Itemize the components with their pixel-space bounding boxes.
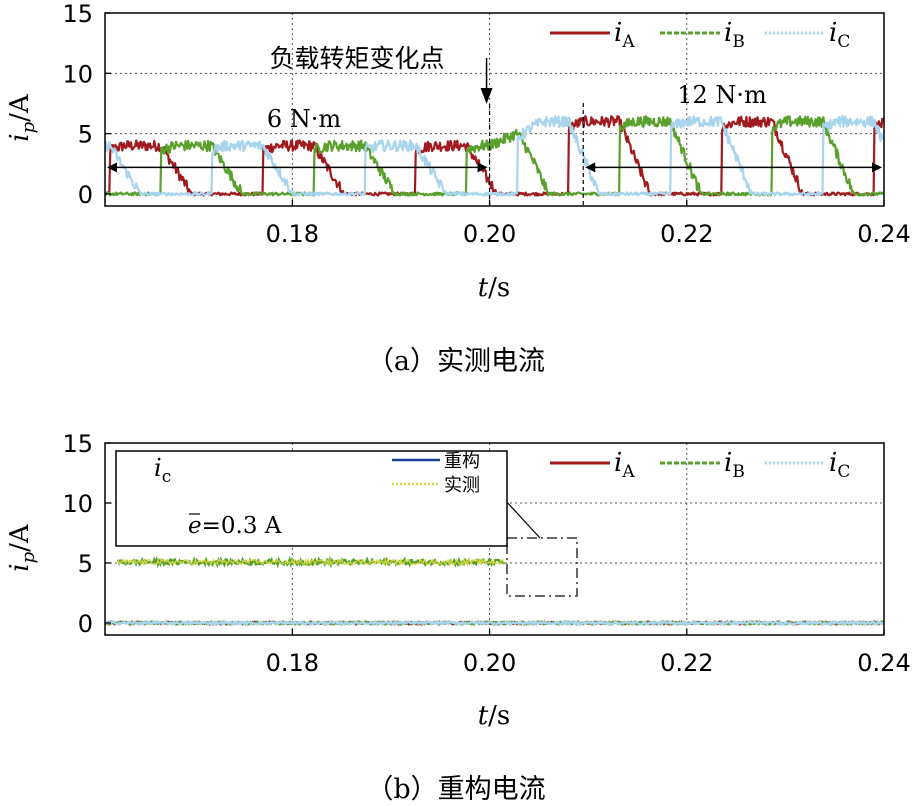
panel-b-xlabel: t/s [478, 701, 511, 731]
panel-b-ytick-label-0: 0 [78, 610, 93, 638]
panel-b-series-iC [105, 620, 884, 626]
panel-b-xtick-label-0: 0.18 [266, 649, 319, 677]
panel-b-ytick-label-2: 10 [62, 490, 93, 518]
load-change-point-label: 负载转矩变化点 [269, 44, 444, 73]
panel-a-legend-label-C: iC [829, 18, 850, 52]
inset-series [116, 555, 506, 569]
load-after-label: 12 N·m [677, 81, 767, 109]
svg-text:e=0.3 A: e=0.3 A [188, 513, 282, 539]
after-span-left-head [585, 162, 596, 173]
inset-series-measured [117, 557, 506, 567]
panel-b-xtick-label-2: 0.22 [660, 649, 713, 677]
panel-a-xtick-label-3: 0.24 [857, 220, 910, 248]
caption-b: （b）重构电流 [366, 774, 545, 805]
before-span-left-head [107, 162, 117, 173]
panel-b-ytick-label-3: 15 [62, 430, 93, 458]
panel-a-xtick-label-1: 0.20 [463, 220, 516, 248]
panel-b-xtick-label-3: 0.24 [857, 649, 910, 677]
panel-a-legend-label-A: iA [614, 18, 635, 52]
panel-a-xlabel: t/s [478, 273, 511, 303]
panel-b-legend: iA iB iC [550, 448, 850, 482]
panel-a-series-iC [105, 115, 884, 197]
zoom-region-box [506, 537, 578, 597]
panel-a-ticks: 0.18 0.20 0.22 0.24 0 5 10 15 [62, 0, 910, 248]
inset-signal-label: ic [154, 454, 171, 487]
inset-legend-label-0: 重构 [444, 451, 480, 472]
panel-a-ytick-label-3: 15 [62, 0, 93, 28]
panel-b-plot-frame [104, 442, 885, 636]
panel-a-ytick-label-2: 10 [62, 60, 93, 88]
panel-a-grid [105, 13, 884, 206]
panel-a-plot-frame [104, 12, 885, 207]
zoom-connector-line [504, 499, 541, 539]
panel-a-legend: iA iB iC [550, 18, 850, 52]
panel-a-xtick-label-0: 0.18 [266, 220, 319, 248]
panel-a-xtick-label-2: 0.22 [660, 220, 713, 248]
before-span-right-head [477, 162, 488, 173]
panel-a-annotation-arrows [107, 58, 882, 206]
panel-a-series [105, 115, 884, 197]
panel-b-legend-label-B: iB [724, 448, 745, 482]
caption-a: （a）实测电流 [367, 346, 545, 377]
panel-a-ytick-label-1: 5 [78, 121, 93, 149]
panel-a-legend-label-B: iB [724, 18, 745, 52]
panel-b-legend-label-A: iA [614, 448, 635, 482]
inset-error-label: e=0.3 A [188, 513, 282, 539]
inset-legend-label-1: 实测 [444, 475, 480, 496]
panel-b-ytick-label-1: 5 [78, 550, 93, 578]
panel-b-legend-label-C: iC [829, 448, 850, 482]
panel-b-series [105, 620, 884, 626]
change-point-arrowhead [480, 88, 493, 104]
after-span-right-head [872, 162, 882, 173]
panel-a-ytick-label-0: 0 [78, 181, 93, 209]
panel-a-ylabel: ip/A [5, 93, 39, 142]
load-before-label: 6 N·m [267, 105, 342, 133]
panel-b-chart: 0.18 0.20 0.22 0.24 0 5 10 15 ip/A t/s iA iB iC i… [5, 430, 911, 731]
panel-b-ticks: 0.18 0.20 0.22 0.24 0 5 10 15 [62, 430, 910, 677]
panel-b-ylabel: ip/A [5, 523, 39, 572]
panel-a-series-iB [105, 115, 884, 197]
panel-a-chart: 0.18 0.20 0.22 0.24 0 5 10 15 ip/A t/s iA iB iC 负… [5, 0, 911, 303]
panel-b-xtick-label-1: 0.20 [463, 649, 516, 677]
